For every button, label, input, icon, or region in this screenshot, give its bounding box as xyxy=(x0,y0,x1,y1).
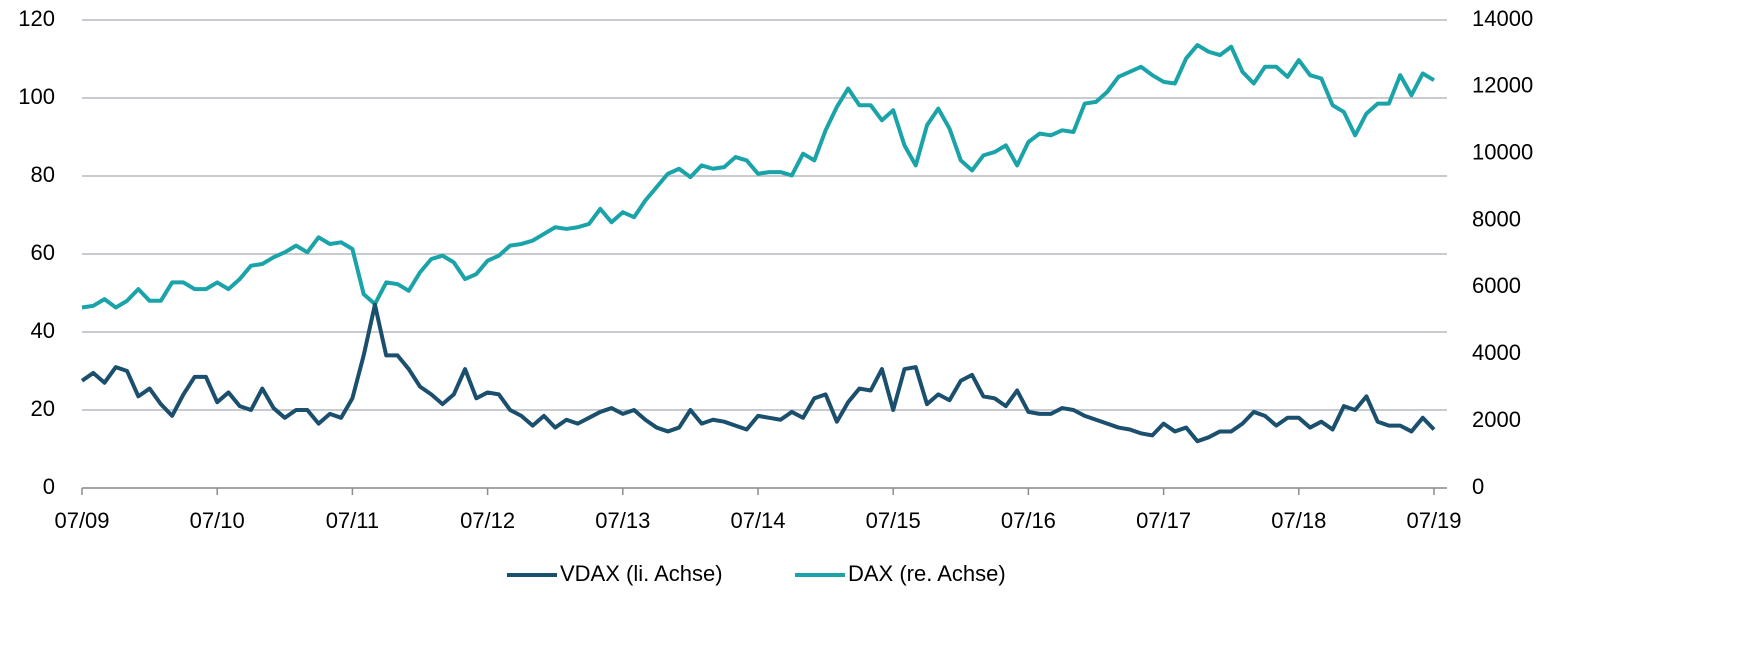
legend-label: DAX (re. Achse) xyxy=(848,561,1006,586)
y-tick-label: 40 xyxy=(31,318,55,343)
y-tick-label: 100 xyxy=(18,84,55,109)
x-tick-label: 07/12 xyxy=(460,508,515,533)
y-tick-label: 120 xyxy=(18,6,55,31)
x-tick-label: 07/15 xyxy=(866,508,921,533)
x-tick-label: 07/17 xyxy=(1136,508,1191,533)
x-tick-label: 07/19 xyxy=(1406,508,1461,533)
y2-tick-label: 8000 xyxy=(1472,206,1521,231)
x-tick-label: 07/16 xyxy=(1001,508,1056,533)
series-line xyxy=(81,43,1436,310)
y2-tick-label: 0 xyxy=(1472,474,1484,499)
y-tick-label: 60 xyxy=(31,240,55,265)
y-tick-label: 80 xyxy=(31,162,55,187)
x-tick-label: 07/14 xyxy=(730,508,785,533)
y2-tick-label: 6000 xyxy=(1472,273,1521,298)
y-tick-label: 20 xyxy=(31,396,55,421)
legend-label: VDAX (li. Achse) xyxy=(560,561,723,586)
y2-tick-label: 14000 xyxy=(1472,6,1533,31)
x-tick-label: 07/11 xyxy=(326,508,379,533)
y2-tick-label: 10000 xyxy=(1472,140,1533,165)
x-tick-label: 07/13 xyxy=(595,508,650,533)
series-line xyxy=(80,302,1436,444)
y-tick-label: 0 xyxy=(43,474,55,499)
x-tick-label: 07/10 xyxy=(190,508,245,533)
y2-tick-label: 4000 xyxy=(1472,340,1521,365)
y2-tick-label: 12000 xyxy=(1472,73,1533,98)
x-tick-label: 07/09 xyxy=(54,508,109,533)
y2-tick-label: 2000 xyxy=(1472,407,1521,432)
x-tick-label: 07/18 xyxy=(1271,508,1326,533)
